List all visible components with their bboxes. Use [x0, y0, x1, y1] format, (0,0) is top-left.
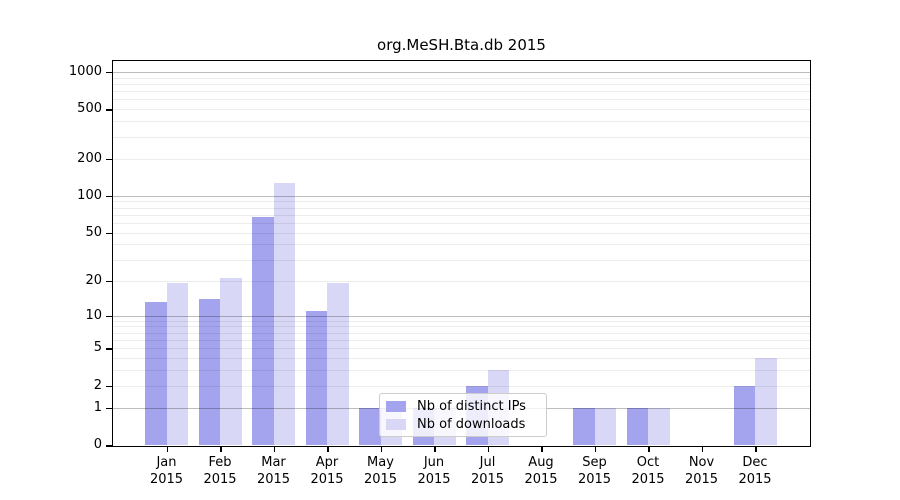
major-gridline — [112, 315, 811, 317]
x-tick-label: Sep 2015 — [577, 455, 612, 487]
y-tick-mark — [106, 315, 112, 317]
major-gridline — [112, 195, 811, 197]
minor-gridline — [112, 214, 811, 216]
x-tick-mark — [648, 447, 650, 452]
x-tick-label: Feb 2015 — [203, 455, 237, 487]
bar-distinct-ips — [305, 310, 327, 445]
x-tick-label: May 2015 — [363, 455, 398, 487]
y-tick-mark — [106, 407, 112, 410]
y-tick-mark — [106, 385, 112, 388]
y-tick-mark — [106, 348, 112, 350]
y-tick-label: 0 — [93, 437, 102, 452]
legend-item: Nb of downloads — [386, 417, 540, 432]
minor-gridline — [112, 136, 811, 138]
y-tick-mark — [106, 71, 112, 74]
minor-gridline — [112, 280, 811, 282]
x-tick-label: Oct 2015 — [631, 455, 665, 487]
minor-gridline — [112, 83, 811, 85]
bar-downloads — [327, 283, 349, 445]
x-tick-mark — [541, 447, 543, 452]
x-tick-label: Aug 2015 — [524, 455, 558, 487]
minor-gridline — [112, 370, 811, 372]
bar-downloads — [220, 278, 242, 445]
minor-gridline — [112, 232, 811, 234]
bar-distinct-ips — [252, 217, 274, 445]
x-tick-mark — [220, 447, 222, 452]
plot-area: 0 1 2 5 10 20 50 100 200 500 1000 Jan 2015 Feb 2015 Mar… — [69, 60, 811, 487]
chart-title: org.MeSH.Bta.db 2015 — [377, 36, 546, 54]
y-tick-label: 100 — [77, 187, 102, 203]
y-tick-label: 1 — [93, 399, 102, 415]
major-gridline — [112, 71, 811, 73]
bar-distinct-ips — [198, 298, 220, 445]
minor-gridline — [112, 320, 811, 322]
x-tick-mark — [380, 447, 382, 452]
legend-swatch — [386, 418, 406, 430]
y-tick-label: 1000 — [68, 63, 102, 79]
minor-gridline — [112, 223, 811, 224]
legend-swatch — [386, 400, 406, 412]
y-tick-mark — [106, 158, 112, 161]
minor-gridline — [112, 339, 811, 341]
bar-distinct-ips — [573, 407, 595, 445]
x-tick-label: Jul 2015 — [470, 455, 505, 487]
y-tick-label: 2 — [93, 377, 102, 393]
x-tick-label: Apr 2015 — [310, 455, 344, 487]
y-tick-mark — [106, 445, 112, 447]
y-tick-label: 200 — [77, 150, 102, 166]
bar-distinct-ips — [733, 385, 755, 445]
minor-gridline — [112, 244, 811, 246]
y-tick-label: 20 — [85, 272, 102, 288]
bar-downloads — [166, 283, 188, 445]
minor-gridline — [112, 91, 811, 93]
y-tick-label: 50 — [85, 224, 102, 240]
minor-gridline — [112, 158, 811, 160]
legend-item: Nb of distinct IPs — [386, 399, 540, 414]
x-tick-mark — [701, 447, 703, 452]
bar-downloads — [594, 407, 616, 445]
minor-gridline — [112, 332, 811, 334]
y-tick-mark — [106, 280, 112, 283]
x-tick-mark — [594, 447, 596, 452]
minor-gridline — [112, 207, 811, 209]
x-tick-label: Nov 2015 — [684, 455, 719, 487]
minor-gridline — [112, 121, 811, 123]
minor-gridline — [112, 326, 811, 328]
y-tick-label: 5 — [93, 340, 102, 356]
x-tick-label: Mar 2015 — [256, 455, 291, 487]
y-tick-mark — [106, 195, 112, 198]
x-tick-mark — [487, 447, 489, 452]
bar-distinct-ips — [359, 407, 381, 445]
bar-downloads — [755, 358, 777, 445]
minor-gridline — [112, 201, 811, 203]
minor-gridline — [112, 348, 811, 350]
y-tick-mark — [106, 109, 112, 111]
minor-gridline — [112, 358, 811, 360]
x-tick-label: Jan 2015 — [149, 455, 184, 487]
y-tick-label: 10 — [85, 307, 102, 323]
x-tick-mark — [755, 447, 757, 452]
bar-downloads — [648, 407, 670, 445]
minor-gridline — [112, 109, 811, 111]
bar-downloads — [273, 182, 295, 445]
bar-distinct-ips — [626, 407, 648, 445]
minor-gridline — [112, 385, 811, 387]
x-tick-label: Dec 2015 — [738, 455, 772, 487]
x-tick-label: Jun 2015 — [417, 455, 451, 487]
y-tick-mark — [106, 232, 112, 235]
legend-label: Nb of downloads — [417, 416, 526, 432]
y-tick-label: 500 — [77, 101, 102, 117]
legend: Nb of distinct IPs Nb of downloads — [379, 393, 547, 437]
legend-label: Nb of distinct IPs — [417, 398, 526, 414]
minor-gridline — [112, 99, 811, 101]
x-tick-mark — [166, 447, 168, 452]
x-tick-mark — [273, 447, 275, 452]
x-tick-mark — [327, 447, 329, 452]
x-tick-mark — [434, 447, 436, 452]
minor-gridline — [112, 77, 811, 79]
minor-gridline — [112, 259, 811, 261]
bar-distinct-ips — [145, 302, 167, 445]
